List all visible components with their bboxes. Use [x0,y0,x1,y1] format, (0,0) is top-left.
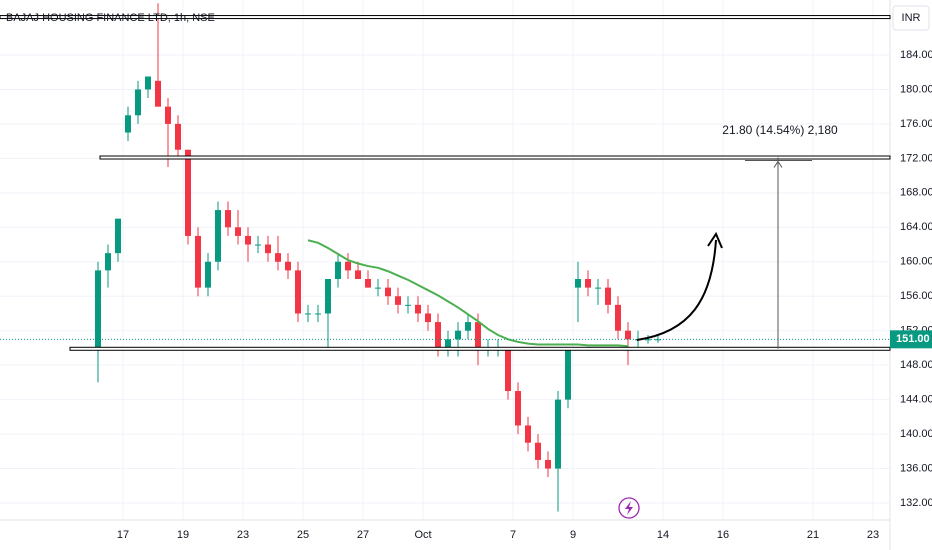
candle-body [455,330,461,340]
y-tick-label: 164.00 [900,221,932,233]
arrow-head [707,231,723,249]
candle-body [545,459,551,469]
candle-body [405,304,411,306]
candle-body [185,149,191,236]
measure-label: 21.80 (14.54%) 2,180 [722,123,838,137]
last-price-box [890,330,932,349]
candle-body [305,313,311,315]
event-icon[interactable] [618,497,640,519]
x-tick-label: 17 [117,529,129,541]
candle-body [535,442,541,460]
y-tick-label: 184.00 [900,49,932,61]
measure-arrow [773,160,783,168]
candle-body [275,253,281,262]
x-tick-label: 23 [237,529,249,541]
level-line [69,346,891,351]
candle-body [265,244,271,254]
candle-body [375,287,381,289]
y-tick-label: 144.00 [900,394,932,406]
level-line [0,15,891,20]
candle-body [525,425,531,443]
candle-body [335,261,341,279]
y-tick-label: 160.00 [900,256,932,268]
candle-body [315,313,321,315]
candle-body [505,347,511,392]
candle-body [285,261,291,271]
candle-body [365,278,371,288]
y-tick-label: 148.00 [900,359,932,371]
candle-body [395,296,401,305]
y-tick-label: 156.00 [900,290,932,302]
plot [0,3,891,512]
x-tick-label: 7 [510,529,516,541]
y-tick-label: 180.00 [900,83,932,95]
candle-body [435,322,441,348]
currency: INR [902,12,921,24]
x-tick-label: 25 [297,529,309,541]
candle-body [425,313,431,323]
y-tick-label: 136.00 [900,462,932,474]
candle-body [115,218,121,254]
projection-arrow [636,239,717,341]
y-tick-label: 172.00 [900,152,932,164]
candle-body [575,278,581,288]
moving-average [307,239,629,348]
candle-body [555,399,561,469]
candle-body [325,278,331,314]
candle-body [385,287,391,297]
y-tick-label: 176.00 [900,118,932,130]
candle-body [125,115,131,133]
candle-body [345,261,351,271]
candle-body [195,235,201,288]
x-tick-label: 14 [657,529,669,541]
candle-body [595,287,601,289]
candle-body [295,270,301,314]
candle-body [355,270,361,279]
candle-body [625,330,631,340]
last-price-label: 151.00 [896,333,930,345]
candle-body [615,304,621,331]
chart-title: BAJAJ HOUSING FINANCE LTD, 1h, NSE [6,12,215,24]
x-tick-label: Oct [414,529,431,541]
candle-body [415,304,421,314]
x-tick-label: 27 [357,529,369,541]
x-tick-label: 21 [807,529,819,541]
event-bolt [625,501,633,515]
candle-body [465,322,471,331]
y-tick-label: 140.00 [900,428,932,440]
candle-body [215,210,221,262]
currency-box[interactable] [892,5,930,31]
candle-body [225,210,231,228]
candle-body [445,339,451,348]
y-tick-label: 168.00 [900,187,932,199]
candle-body [585,278,591,288]
candle-body [205,261,211,288]
candle-body [235,227,241,236]
candle-body [255,244,261,246]
candle-body [175,123,181,150]
candle-body [105,253,111,271]
candle-body [165,106,171,124]
candle-body [565,347,571,400]
x-tick-label: 23 [867,529,879,541]
candle-body [155,80,161,107]
candle-body [245,235,251,245]
x-tick-label: 16 [717,529,729,541]
candle-body [135,89,141,116]
candle-body [475,322,481,348]
y-tick-label: 132.00 [900,497,932,509]
x-tick-label: 19 [177,529,189,541]
candle-body [145,76,151,90]
candle-body [605,287,611,305]
x-tick-label: 9 [570,529,576,541]
candle-body [95,270,101,348]
level-line [99,155,891,160]
candle-body [515,391,521,426]
